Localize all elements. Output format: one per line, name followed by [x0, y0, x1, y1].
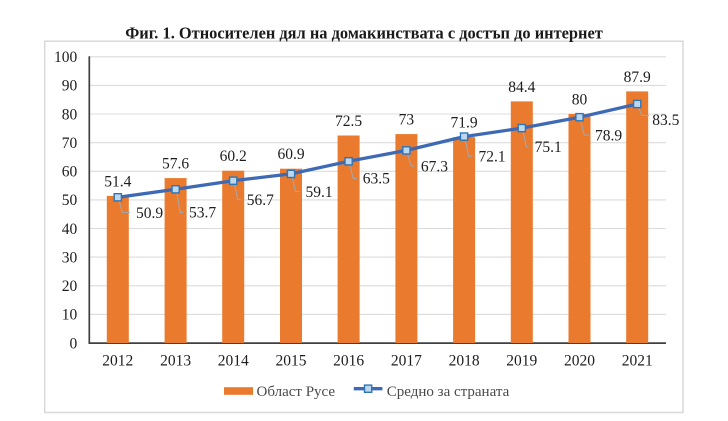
svg-text:53.7: 53.7	[189, 205, 216, 222]
svg-text:57.6: 57.6	[162, 156, 189, 173]
svg-text:50: 50	[62, 192, 78, 209]
svg-text:2018: 2018	[449, 353, 480, 370]
svg-text:60.2: 60.2	[220, 148, 247, 165]
svg-text:2021: 2021	[622, 353, 653, 370]
svg-text:Област Русе: Област Русе	[257, 384, 336, 400]
svg-text:84.4: 84.4	[508, 79, 535, 96]
svg-text:Средно за страната: Средно за страната	[387, 384, 510, 400]
svg-text:2019: 2019	[506, 353, 537, 370]
svg-text:2016: 2016	[333, 353, 364, 370]
svg-text:70: 70	[62, 135, 78, 152]
svg-text:Фиг. 1. Относителен дял на дом: Фиг. 1. Относителен дял на домакинствата…	[125, 23, 603, 42]
svg-text:63.5: 63.5	[363, 171, 390, 188]
svg-text:0: 0	[70, 335, 78, 352]
svg-text:2017: 2017	[391, 353, 422, 370]
svg-text:40: 40	[62, 221, 78, 238]
svg-text:100: 100	[54, 49, 78, 66]
svg-text:75.1: 75.1	[535, 139, 562, 156]
svg-text:56.7: 56.7	[247, 192, 274, 209]
svg-text:80: 80	[62, 106, 78, 123]
svg-text:50.9: 50.9	[136, 205, 163, 222]
svg-text:71.9: 71.9	[451, 115, 478, 132]
svg-text:72.5: 72.5	[335, 113, 362, 130]
svg-text:83.5: 83.5	[652, 112, 679, 129]
svg-text:2020: 2020	[564, 353, 595, 370]
svg-text:78.9: 78.9	[595, 127, 622, 144]
svg-text:10: 10	[62, 307, 78, 324]
svg-text:73: 73	[399, 112, 415, 129]
svg-text:51.4: 51.4	[104, 173, 131, 190]
svg-text:2012: 2012	[102, 353, 133, 370]
svg-text:2014: 2014	[218, 353, 249, 370]
svg-text:87.9: 87.9	[624, 69, 651, 86]
svg-text:30: 30	[62, 249, 78, 266]
svg-text:67.3: 67.3	[421, 158, 448, 175]
svg-text:60: 60	[62, 164, 78, 181]
svg-text:90: 90	[62, 78, 78, 95]
svg-text:60.9: 60.9	[277, 146, 304, 163]
svg-text:80: 80	[572, 92, 588, 109]
svg-text:2013: 2013	[160, 353, 191, 370]
svg-text:2015: 2015	[276, 353, 307, 370]
svg-text:72.1: 72.1	[478, 149, 505, 166]
svg-text:59.1: 59.1	[306, 184, 333, 201]
svg-text:20: 20	[62, 278, 78, 295]
